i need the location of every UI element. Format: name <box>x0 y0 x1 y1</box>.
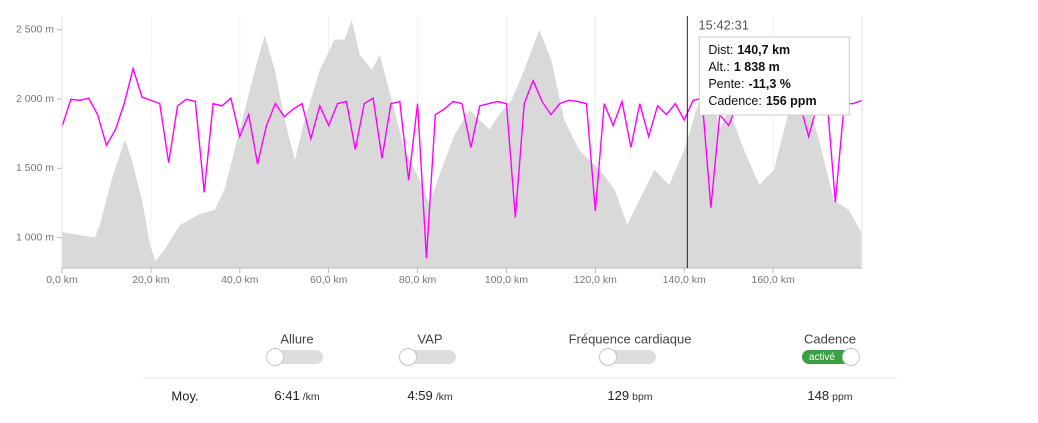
toggle-knob[interactable] <box>266 348 284 366</box>
avg-item: 4:59/km <box>407 388 452 403</box>
y-tick-label: 1 000 m <box>16 231 54 243</box>
toggle-track[interactable] <box>802 350 856 364</box>
x-tick-label: 40,0 km <box>221 274 259 286</box>
x-tick-label: 80,0 km <box>399 274 437 286</box>
tooltip-box <box>698 36 850 116</box>
tooltip-label: Dist: <box>708 43 733 57</box>
tooltip-time: 15:42:31 <box>698 17 749 32</box>
tooltip-label: Cadence: <box>708 94 762 108</box>
avg-item: 6:41/km <box>274 388 319 403</box>
toggle-label: Fréquence cardiaque <box>569 331 692 346</box>
tooltip-row: Cadence: 156 ppm <box>708 94 816 108</box>
cadence-line <box>61 66 863 259</box>
x-tick-label: 60,0 km <box>310 274 348 286</box>
tooltip-row: Alt.: 1 838 m <box>708 60 779 74</box>
avg-value: 4:59 <box>407 388 432 403</box>
y-tick-label: 1 500 m <box>16 162 54 174</box>
toggle-label: VAP <box>417 331 442 346</box>
tooltip-row: Pente: -11,3 % <box>708 77 791 91</box>
avg-label: Moy. <box>171 388 198 403</box>
avg-value: 148 <box>807 388 829 403</box>
avg-unit: /km <box>436 391 453 403</box>
tooltip-label: Pente: <box>708 77 744 91</box>
tooltip-value: 140,7 km <box>737 43 790 57</box>
avg-item: 129 bpm <box>607 388 652 403</box>
toggle-knob[interactable] <box>599 348 617 366</box>
tooltip-row: Dist: 140,7 km <box>708 43 790 57</box>
tooltip-value: 1 838 m <box>734 60 780 74</box>
avg-unit: ppm <box>832 391 853 403</box>
x-tick-label: 140,0 km <box>663 274 706 286</box>
avg-unit: /km <box>303 391 320 403</box>
tooltip-label: Alt.: <box>708 60 730 74</box>
x-tick-label: 20,0 km <box>132 274 170 286</box>
plot: 0,0 km 20,0 km 40,0 km 60,0 km 80,0 km 100,0 … <box>16 16 863 286</box>
y-tick-label: 2 500 m <box>16 24 54 36</box>
x-tick-label: 100,0 km <box>485 274 528 286</box>
x-tick-label: 160,0 km <box>752 274 795 286</box>
avg-value: 6:41 <box>274 388 299 403</box>
tooltip-value: 156 ppm <box>766 94 817 108</box>
altitude-area <box>62 20 862 269</box>
toggle-label: Cadence <box>804 331 856 346</box>
x-tick-label: 0,0 km <box>46 274 78 286</box>
toggle-label: Allure <box>280 331 313 346</box>
panel: Allure VAP Fréquence cardiaque Cadence activ… <box>143 331 897 403</box>
tooltip-value: -11,3 % <box>748 77 790 91</box>
toggle-knob[interactable] <box>842 348 860 366</box>
avg-item: 148 ppm <box>807 388 852 403</box>
x-tick-label: 120,0 km <box>574 274 617 286</box>
avg-unit: bpm <box>632 391 653 403</box>
avg-value: 129 <box>607 388 629 403</box>
y-tick-label: 2 000 m <box>16 93 54 105</box>
toggle-state: activé <box>809 352 836 363</box>
toggle-knob[interactable] <box>399 348 417 366</box>
